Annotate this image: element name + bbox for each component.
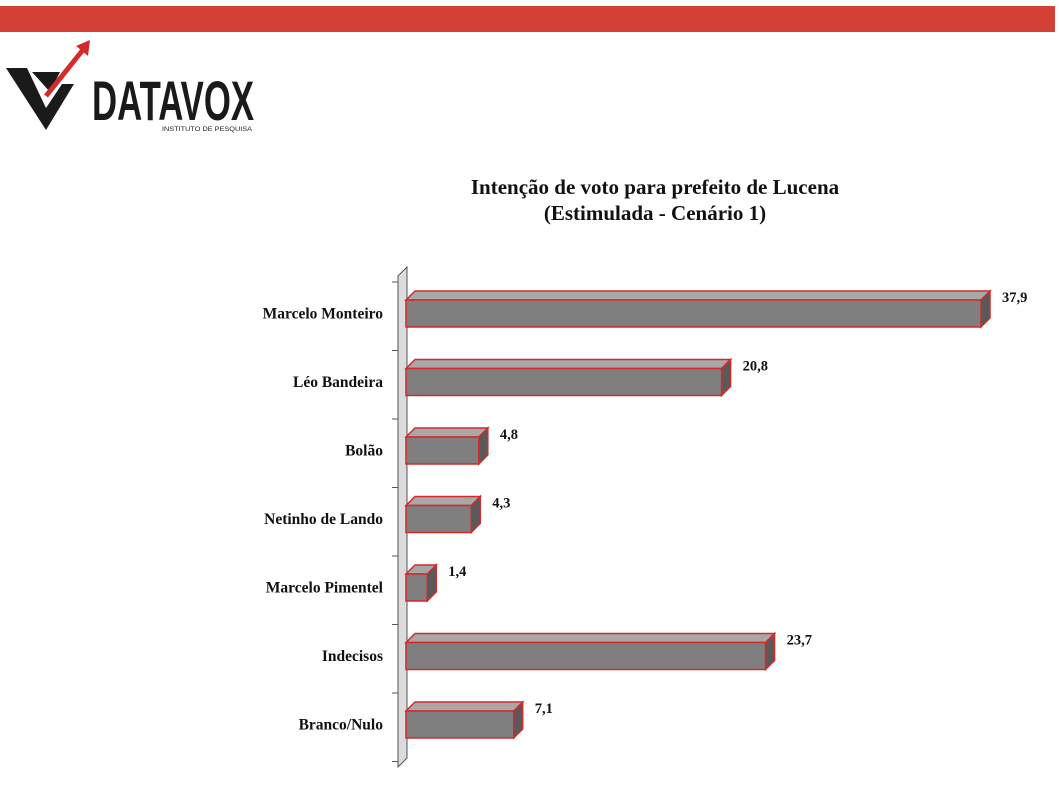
bar [404,494,483,535]
value-label: 1,4 [448,564,466,580]
bar-top-face [404,427,490,438]
bar-front-face [405,367,723,397]
bar-top-face [404,358,733,370]
axis-wall [392,265,408,769]
chart-title-block: Intenção de voto para prefeito de Lucena… [400,174,910,226]
bar-top-face [404,495,483,507]
top-color-bar-fill [0,6,1055,32]
bar-top-face [404,632,777,644]
bar [404,563,439,603]
value-label: 4,3 [492,496,510,512]
category-label: Bolão [345,443,383,460]
value-label: 4,8 [500,427,518,443]
bar-front-face [405,436,480,465]
bar-top-face [404,701,525,712]
category-label: Léo Bandeira [293,374,383,391]
axis-wall-plane [397,265,408,769]
value-labels-group: 37,9 20,8 4,8 4,3 1,4 23,7 7,1 [448,290,1027,717]
category-label: Indecisos [322,648,383,665]
category-label: Marcelo Pimentel [266,580,384,597]
category-labels-group: Marcelo Monteiro Léo Bandeira Bolão Netinho… [263,306,384,734]
category-label: Netinho de Lando [264,511,383,528]
brand-tagline: INSTITUTO DE PESQUISA [162,126,253,133]
value-label: 20,8 [743,359,768,375]
bar-front-face [405,641,767,671]
bar-chart: Marcelo Monteiro Léo Bandeira Bolão Netinho… [263,265,1027,769]
bars-group [404,289,992,740]
bar-front-face [405,710,515,739]
bar [404,426,490,466]
value-label: 23,7 [787,633,812,649]
bar [404,700,525,740]
category-label: Marcelo Monteiro [263,306,384,323]
chart-subtitle: (Estimulada - Cenário 1) [543,201,767,225]
bar [404,631,777,672]
top-color-bar [0,6,1055,32]
bar-front-face [405,573,428,602]
brand-name-dark: DATAVOX [92,69,254,132]
bar-top-face [404,290,992,301]
datavox-logo: DATAVOX INSTITUTO DE PESQUISA [6,40,254,133]
value-label: 7,1 [535,701,553,717]
bar-front-face [405,299,982,328]
bar [404,357,733,398]
bar-front-face [405,504,472,534]
value-label: 37,9 [1002,290,1027,306]
chart-title: Intenção de voto para prefeito de Lucena [470,175,840,199]
checkmark-arrow-logo-icon [6,40,90,130]
bar [404,289,992,329]
category-label: Branco/Nulo [299,717,384,734]
